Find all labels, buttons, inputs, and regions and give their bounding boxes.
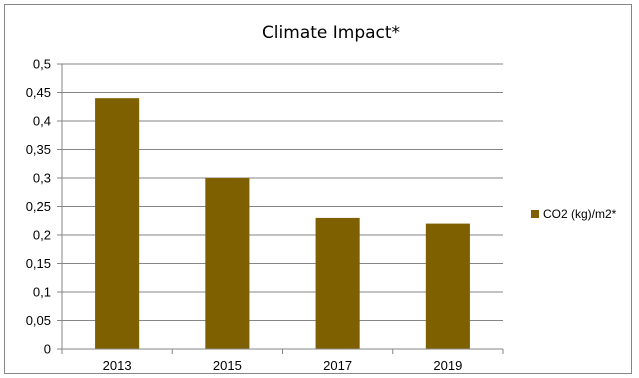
chart-title: Climate Impact* — [262, 23, 400, 43]
legend: CO2 (kg)/m2* — [531, 207, 617, 221]
y-tick-label: 0,2 — [33, 228, 51, 243]
y-tick-label: 0,5 — [33, 57, 51, 72]
axis-layer: 0 0,05 0,1 0,15 0,2 0,25 0,3 0,35 0,4 0,45 0,5 2013… — [26, 57, 504, 373]
y-tick-label: 0,25 — [26, 199, 51, 214]
y-tick-label: 0,35 — [26, 142, 51, 157]
y-tick-label: 0,1 — [33, 285, 51, 300]
y-tick-label: 0 — [44, 342, 51, 357]
bar-2015 — [205, 178, 250, 349]
x-tick-label: 2013 — [103, 358, 132, 373]
x-tick-label: 2015 — [213, 358, 242, 373]
legend-swatch — [531, 210, 539, 218]
y-tick-label: 0,05 — [26, 313, 51, 328]
y-tick-label: 0,4 — [33, 114, 51, 129]
bar-2019 — [425, 223, 470, 349]
x-tick-label: 2019 — [433, 358, 462, 373]
legend-label: CO2 (kg)/m2* — [543, 207, 617, 221]
y-tick-label: 0,15 — [26, 256, 51, 271]
bar-2017 — [315, 217, 360, 349]
bar-layer — [95, 98, 470, 349]
x-tick-label: 2017 — [323, 358, 352, 373]
bar-2013 — [95, 98, 140, 349]
y-tick-label: 0,45 — [26, 85, 51, 100]
y-tick-label: 0,3 — [33, 171, 51, 186]
